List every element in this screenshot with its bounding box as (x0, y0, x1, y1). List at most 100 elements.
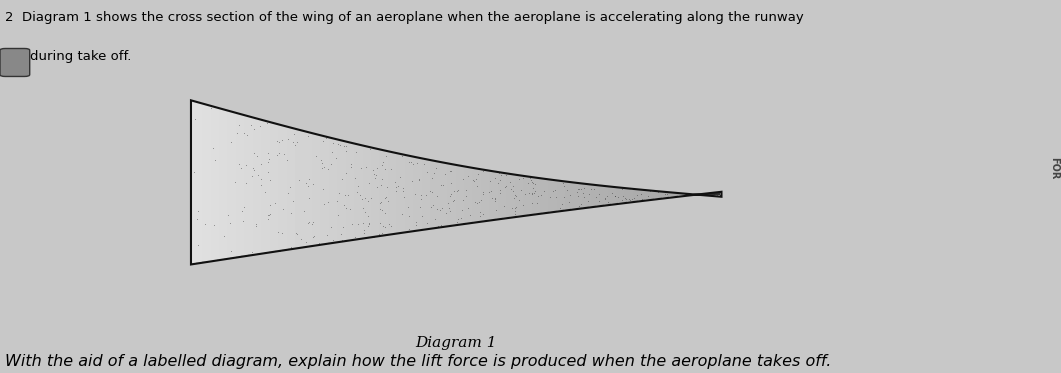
Text: Diagram 1: Diagram 1 (416, 336, 497, 350)
Point (353, 196, 370, 202)
Point (598, 193, 615, 199)
Point (559, 186, 576, 192)
Point (504, 204, 521, 210)
Point (490, 180, 507, 186)
Point (187, 116, 204, 122)
Point (401, 213, 418, 219)
Point (555, 194, 572, 200)
Point (571, 186, 588, 192)
Point (386, 179, 403, 185)
Point (618, 196, 634, 202)
Point (427, 216, 443, 222)
Text: 2  Diagram 1 shows the cross section of the wing of an aeroplane when the aeropl: 2 Diagram 1 shows the cross section of t… (5, 11, 804, 24)
Point (419, 220, 436, 226)
Point (526, 181, 543, 187)
Point (468, 176, 485, 182)
Point (370, 232, 387, 238)
Point (419, 225, 436, 231)
Point (377, 224, 394, 230)
Point (515, 175, 532, 181)
Point (486, 175, 503, 181)
Point (575, 194, 592, 200)
Point (274, 230, 291, 236)
Point (411, 176, 428, 182)
Point (368, 165, 385, 171)
Point (300, 133, 317, 139)
Point (282, 184, 299, 190)
Point (640, 193, 657, 199)
Point (314, 160, 331, 166)
Point (403, 159, 420, 165)
Point (373, 176, 390, 182)
Point (332, 231, 349, 237)
Point (282, 244, 299, 250)
Point (220, 212, 237, 218)
Point (571, 203, 588, 209)
Point (215, 233, 232, 239)
Point (253, 161, 269, 167)
Point (245, 165, 262, 171)
Point (260, 159, 277, 165)
Point (569, 189, 586, 195)
Point (470, 199, 487, 205)
Point (433, 205, 450, 211)
Point (422, 204, 439, 210)
Point (238, 181, 255, 186)
Point (521, 190, 538, 196)
Point (462, 212, 479, 218)
Point (367, 176, 384, 182)
Point (599, 198, 616, 204)
Point (487, 196, 504, 202)
Point (418, 169, 435, 175)
Point (588, 194, 605, 200)
Point (572, 186, 589, 192)
Text: FOR: FOR (1049, 157, 1059, 179)
Point (313, 157, 330, 163)
Point (544, 188, 561, 194)
Point (622, 197, 639, 203)
Point (582, 186, 599, 192)
Point (288, 230, 305, 236)
Point (525, 174, 542, 180)
Point (506, 208, 523, 214)
Point (207, 157, 224, 163)
Point (406, 191, 423, 197)
Point (414, 213, 431, 219)
Point (505, 183, 522, 189)
Point (262, 177, 279, 183)
Point (371, 220, 388, 226)
Point (330, 212, 347, 218)
Point (481, 189, 498, 195)
Point (268, 152, 285, 158)
Point (334, 237, 351, 243)
Point (247, 221, 264, 227)
Point (486, 195, 503, 201)
Point (442, 180, 459, 186)
Point (524, 180, 541, 186)
Point (293, 236, 310, 242)
Point (596, 195, 613, 201)
Point (524, 179, 541, 185)
Point (271, 150, 288, 156)
Point (455, 220, 472, 226)
Point (377, 210, 394, 216)
Point (276, 151, 293, 157)
Point (334, 224, 351, 230)
Point (487, 198, 504, 204)
Point (433, 222, 450, 228)
Point (453, 215, 470, 221)
Point (360, 223, 377, 229)
Point (574, 190, 591, 196)
Point (505, 188, 522, 194)
Point (596, 202, 613, 208)
Point (371, 206, 388, 211)
Point (454, 207, 471, 213)
Point (430, 223, 447, 229)
Point (245, 150, 262, 156)
Point (196, 221, 213, 227)
Point (394, 153, 411, 159)
Point (510, 176, 527, 182)
Point (279, 136, 296, 142)
Point (450, 216, 467, 222)
Point (230, 161, 247, 167)
